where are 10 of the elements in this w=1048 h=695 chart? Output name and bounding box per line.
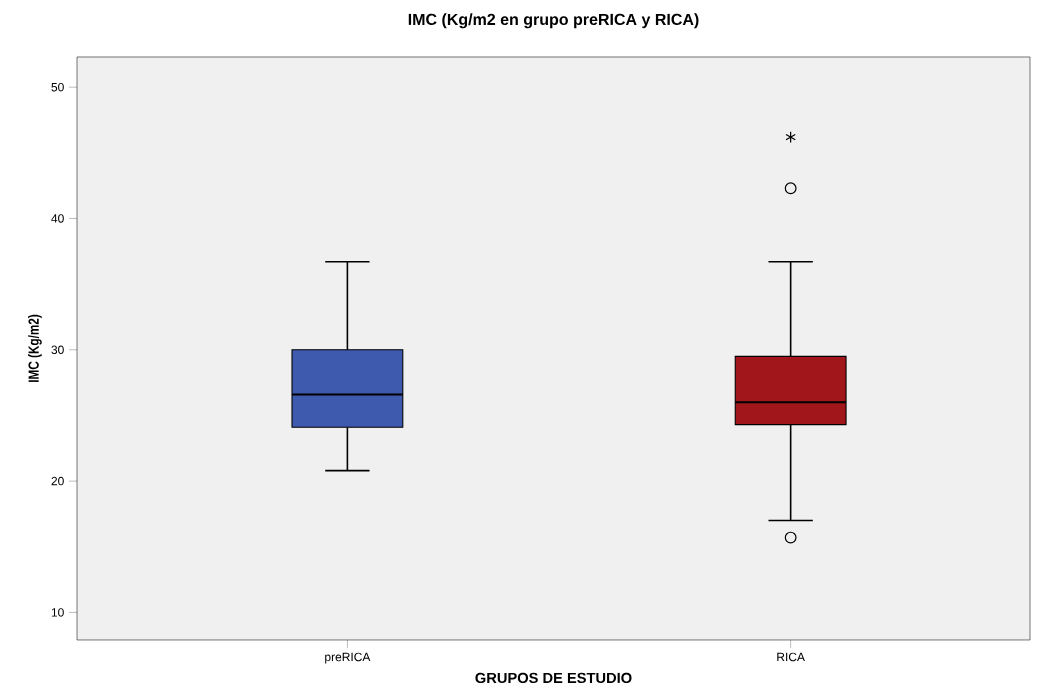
x-tick-label: RICA — [777, 652, 805, 662]
y-tick-label: 10 — [51, 608, 64, 617]
y-axis-title: IMC (Kg/m2) — [28, 314, 42, 382]
x-axis-title: GRUPOS DE ESTUDIO — [475, 672, 632, 684]
y-tick-label: 30 — [51, 345, 64, 355]
y-tick-label: 50 — [51, 82, 64, 92]
x-tick-label: preRICA — [325, 652, 371, 664]
y-tick-label: 40 — [51, 214, 64, 223]
chart-title: IMC (Kg/m2 en grupo preRICA y RICA) — [408, 13, 699, 29]
y-tick-label: 20 — [51, 476, 64, 486]
